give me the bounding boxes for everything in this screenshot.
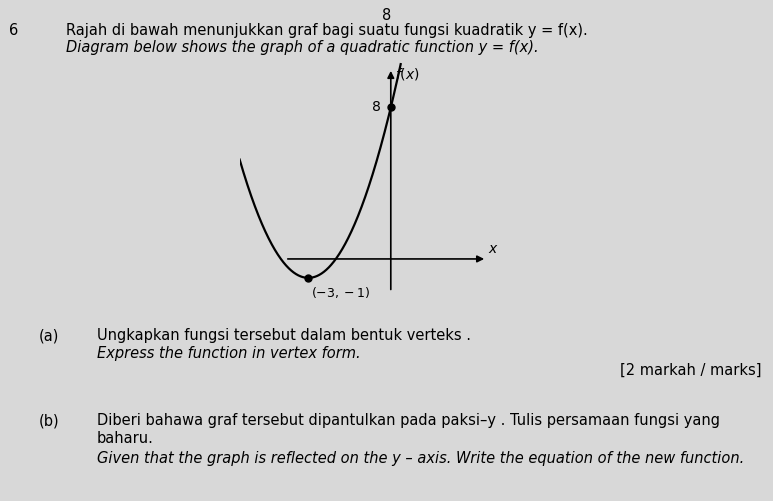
Text: 6: 6 — [9, 23, 19, 38]
Text: Diberi bahawa graf tersebut dipantulkan pada paksi–y . Tulis persamaan fungsi ya: Diberi bahawa graf tersebut dipantulkan … — [97, 413, 720, 428]
Text: $8$: $8$ — [371, 101, 381, 114]
Text: (b): (b) — [39, 413, 60, 428]
Text: $(-3,-1)$: $(-3,-1)$ — [311, 286, 370, 301]
Text: 8: 8 — [382, 8, 391, 23]
Text: Diagram below shows the graph of a quadratic function y = f(x).: Diagram below shows the graph of a quadr… — [66, 40, 538, 55]
Text: $f(x)$: $f(x)$ — [395, 66, 420, 82]
Text: Given that the graph is reflected on the y – axis. Write the equation of the new: Given that the graph is reflected on the… — [97, 451, 744, 466]
Text: baharu.: baharu. — [97, 431, 154, 446]
Text: $x$: $x$ — [489, 242, 499, 256]
Text: (a): (a) — [39, 328, 59, 343]
Text: Rajah di bawah menunjukkan graf bagi suatu fungsi kuadratik y = f(x).: Rajah di bawah menunjukkan graf bagi sua… — [66, 23, 587, 38]
Text: Express the function in vertex form.: Express the function in vertex form. — [97, 346, 360, 361]
Text: Ungkapkan fungsi tersebut dalam bentuk verteks .: Ungkapkan fungsi tersebut dalam bentuk v… — [97, 328, 471, 343]
Text: [2 markah / marks]: [2 markah / marks] — [620, 363, 761, 378]
